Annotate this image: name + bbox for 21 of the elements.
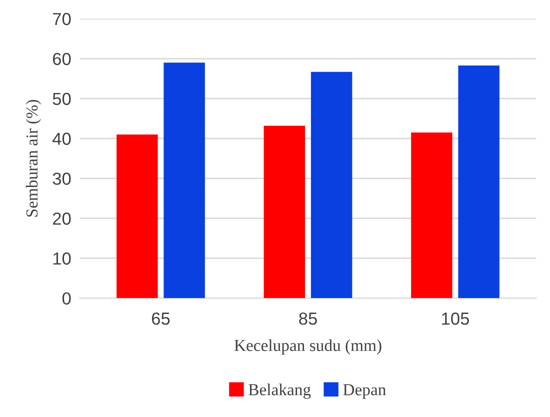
y-tick-label: 50 bbox=[52, 92, 71, 106]
x-tick-label: 85 bbox=[299, 312, 317, 325]
bar bbox=[458, 65, 500, 298]
bar bbox=[164, 62, 205, 298]
x-axis-title: Kecelupan sudu (mm) bbox=[234, 339, 382, 354]
legend-label: Belakang bbox=[248, 384, 311, 399]
y-axis-title: Semburan air (%) bbox=[26, 100, 41, 217]
bar bbox=[411, 132, 452, 298]
bar bbox=[264, 126, 306, 298]
y-tick-label: 70 bbox=[53, 12, 71, 26]
y-tick-label: 0 bbox=[62, 292, 71, 305]
bar bbox=[310, 72, 352, 298]
y-tick-label: 30 bbox=[52, 172, 71, 185]
bar bbox=[116, 134, 158, 298]
y-tick-label: 10 bbox=[53, 252, 71, 265]
y-tick-label: 40 bbox=[52, 132, 71, 145]
x-tick-label: 105 bbox=[442, 312, 470, 325]
legend-label: Depan bbox=[343, 384, 386, 399]
x-tick-label: 65 bbox=[152, 312, 170, 325]
y-tick-label: 20 bbox=[52, 212, 71, 225]
y-tick-label: 60 bbox=[52, 52, 71, 66]
